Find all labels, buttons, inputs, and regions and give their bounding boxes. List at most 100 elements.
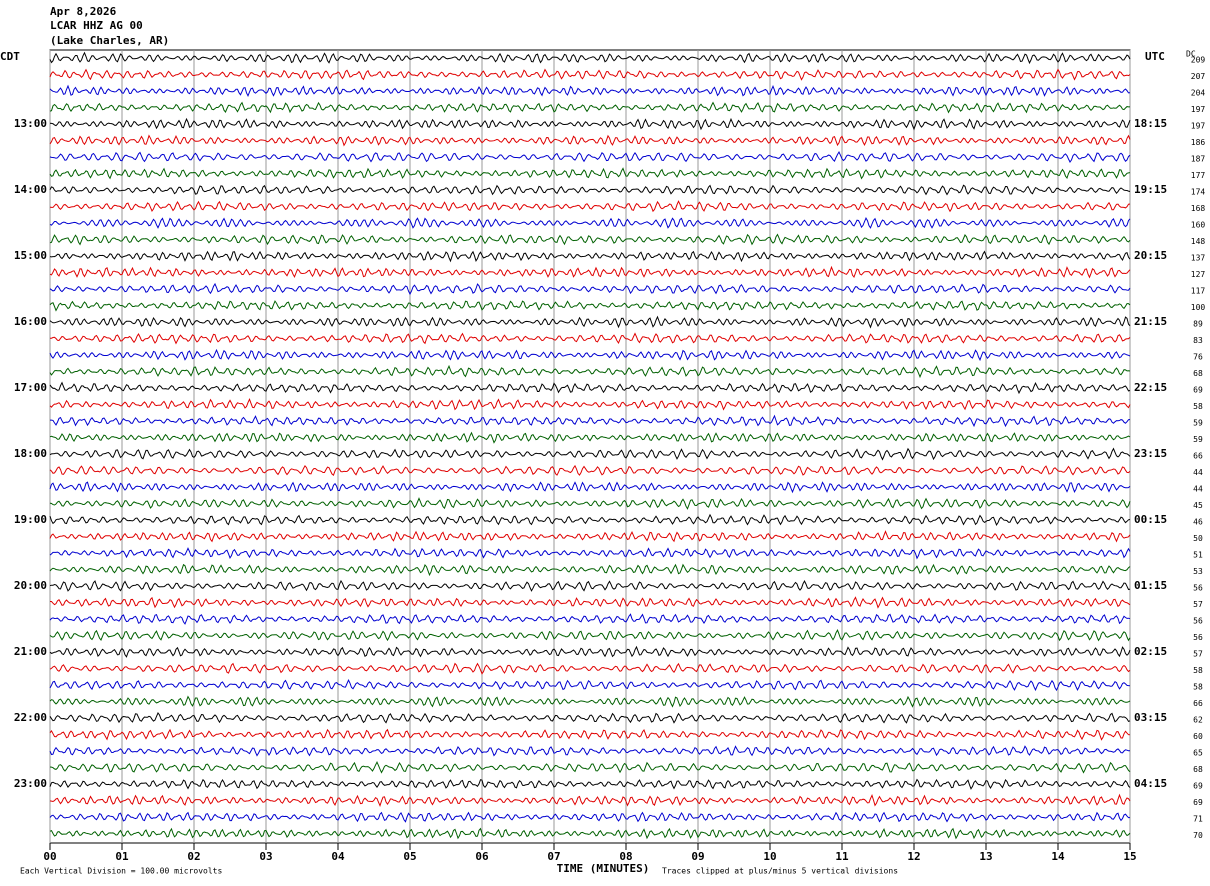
right-time-label: 20:15: [1134, 249, 1167, 262]
right-time-label: 00:15: [1134, 513, 1167, 526]
scale-note: Each Vertical Division = 100.00 microvol…: [20, 867, 222, 876]
dc-value: 68: [1193, 369, 1203, 378]
trace: [49, 332, 1131, 345]
dc-value: 209: [1191, 56, 1206, 65]
dc-value: 56: [1193, 633, 1203, 642]
trace: [49, 645, 1131, 658]
dc-value: 60: [1193, 732, 1203, 741]
dc-value: 65: [1193, 749, 1203, 758]
location: (Lake Charles, AR): [50, 34, 169, 47]
dc-value: 160: [1191, 221, 1206, 230]
dc-value: 177: [1191, 171, 1206, 180]
dc-value: 62: [1193, 716, 1203, 725]
x-tick-label: 10: [763, 850, 776, 863]
trace: [49, 513, 1131, 526]
dc-value: 56: [1193, 584, 1203, 593]
trace: [49, 530, 1131, 543]
trace: [49, 117, 1131, 131]
x-tick-label: 03: [259, 850, 272, 863]
trace: [49, 497, 1131, 510]
x-tick-label: 07: [547, 850, 560, 863]
trace: [49, 184, 1131, 196]
dc-value: 69: [1193, 798, 1203, 807]
x-tick-label: 02: [187, 850, 200, 863]
trace: [49, 315, 1131, 329]
trace: [49, 216, 1131, 229]
trace: [49, 811, 1130, 823]
trace: [49, 447, 1131, 461]
trace: [49, 728, 1131, 741]
dc-value: 58: [1193, 666, 1203, 675]
trace: [49, 793, 1131, 807]
left-time-label: 21:00: [14, 645, 47, 658]
trace: [49, 547, 1131, 560]
trace: [50, 414, 1131, 428]
trace: [49, 364, 1131, 379]
trace: [49, 381, 1131, 395]
dc-value: 83: [1193, 336, 1203, 345]
trace: [49, 265, 1131, 279]
trace: [49, 134, 1131, 147]
trace: [49, 778, 1131, 790]
x-tick-label: 11: [835, 850, 849, 863]
trace: [49, 745, 1130, 757]
trace: [49, 827, 1131, 840]
dc-label: DC: [1186, 50, 1196, 59]
dc-value: 100: [1191, 303, 1206, 312]
dc-value: 127: [1191, 270, 1206, 279]
dc-value: 59: [1193, 435, 1203, 444]
dc-value: 58: [1193, 683, 1203, 692]
trace: [49, 431, 1131, 444]
trace: [49, 397, 1131, 411]
dc-value: 186: [1191, 138, 1206, 147]
dc-value: 69: [1193, 386, 1203, 395]
trace: [49, 712, 1131, 724]
dc-value: 50: [1193, 534, 1203, 543]
x-tick-label: 15: [1123, 850, 1136, 863]
dc-value: 207: [1191, 72, 1206, 81]
trace: [49, 167, 1131, 180]
dc-value: 44: [1193, 485, 1203, 494]
left-timezone: CDT: [0, 50, 20, 63]
trace: [49, 761, 1131, 774]
right-time-label: 02:15: [1134, 645, 1167, 658]
trace: [49, 629, 1131, 642]
trace: [49, 300, 1131, 312]
left-time-label: 22:00: [14, 711, 47, 724]
dc-value: 58: [1193, 402, 1203, 411]
dc-value: 46: [1193, 518, 1203, 527]
dc-value: 70: [1193, 831, 1203, 840]
trace: [49, 348, 1131, 362]
station: LCAR HHZ AG 00: [50, 19, 143, 32]
dc-value: 89: [1193, 320, 1203, 329]
dc-value: 204: [1191, 89, 1206, 98]
trace: [49, 613, 1131, 625]
trace: [49, 695, 1131, 708]
trace: [49, 579, 1131, 592]
right-time-label: 23:15: [1134, 447, 1167, 460]
date: Apr 8,2026: [50, 5, 117, 18]
dc-value: 117: [1191, 287, 1206, 296]
trace: [49, 464, 1131, 477]
right-time-label: 01:15: [1134, 579, 1167, 592]
trace: [49, 68, 1131, 81]
dc-value: 197: [1191, 122, 1206, 131]
dc-value: 44: [1193, 468, 1203, 477]
dc-value: 57: [1193, 600, 1203, 609]
dc-value: 53: [1193, 567, 1203, 576]
x-tick-label: 01: [115, 850, 129, 863]
left-time-label: 15:00: [14, 249, 47, 262]
right-time-label: 22:15: [1134, 381, 1167, 394]
trace: [49, 51, 1131, 65]
dc-value: 51: [1193, 551, 1203, 560]
left-time-label: 23:00: [14, 777, 47, 790]
dc-value: 66: [1193, 452, 1203, 461]
right-time-label: 21:15: [1134, 315, 1167, 328]
left-time-label: 19:00: [14, 513, 47, 526]
trace: [49, 250, 1131, 263]
trace: [49, 481, 1131, 494]
left-time-label: 13:00: [14, 117, 47, 130]
dc-value: 174: [1191, 188, 1206, 197]
dc-value: 68: [1193, 765, 1203, 774]
